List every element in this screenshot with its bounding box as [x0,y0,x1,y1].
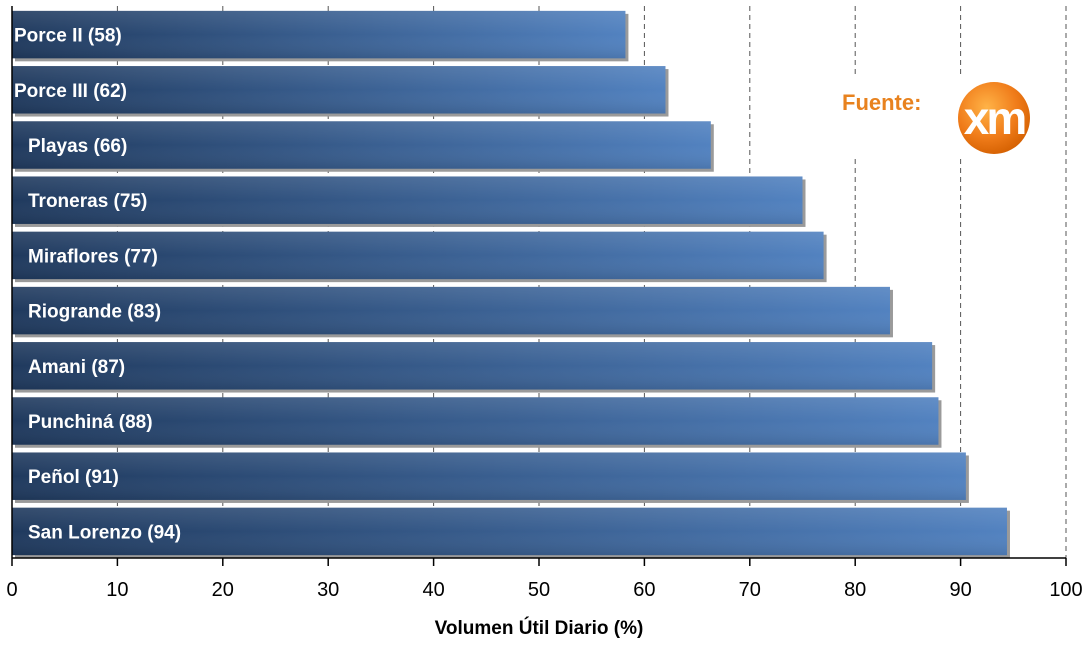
bar-group: Porce II (58) [12,10,629,62]
bar-label: Troneras (75) [28,191,147,212]
bar-highlight [12,10,626,59]
x-tick-label: 70 [739,579,761,601]
bar-label: Miraflores (77) [28,246,158,267]
bars: Porce II (58) Porce III (62) Playas (66) Tr… [12,10,1010,559]
bar-group: San Lorenzo (94) [12,507,1010,559]
bar-label: Amani (87) [28,357,125,378]
bar-label: Porce III (62) [14,81,127,102]
x-tick-label: 40 [422,579,444,601]
x-tick-label: 90 [949,579,971,601]
bar-label: San Lorenzo (94) [28,522,181,543]
bar-label: Porce II (58) [14,26,122,47]
x-tick-label: 0 [6,579,17,601]
bar-label: Playas (66) [28,136,127,157]
bar-label: Punchiná (88) [28,412,153,433]
bar-group: Riogrande (83) [12,286,893,338]
bar-highlight [12,66,666,114]
x-tick-label: 100 [1049,579,1082,601]
bar-highlight [12,397,939,445]
bar-group: Peñol (91) [12,452,969,503]
bar-label: Peñol (91) [28,467,119,488]
x-tick-label: 10 [106,579,128,601]
bar-highlight [12,176,803,224]
bar-group: Porce III (62) [12,66,669,117]
bar-group: Miraflores (77) [12,231,827,283]
x-tick-label: 50 [528,579,550,601]
x-axis: 0 10 20 30 40 50 60 70 80 90 100 [6,6,1083,601]
x-axis-label: Volumen Útil Diario (%) [435,617,644,639]
bar-highlight [12,342,933,390]
bar-group: Amani (87) [12,342,936,393]
bar-group: Punchiná (88) [12,397,942,448]
bar-group: Troneras (75) [12,176,806,227]
xm-logo-icon: xm [958,82,1030,154]
svg-text:xm: xm [964,92,1026,144]
bar-highlight [12,507,1007,556]
bar-label: Riogrande (83) [28,302,161,323]
bar-highlight [12,231,824,280]
source-annotation: Fuente: xm [838,78,1038,158]
source-label: Fuente: [842,90,922,115]
bar-highlight [12,121,711,169]
x-tick-label: 20 [212,579,234,601]
x-tick-label: 80 [844,579,866,601]
bar-group: Playas (66) [12,121,714,172]
x-tick-label: 60 [633,579,655,601]
bar-highlight [12,286,890,335]
bar-highlight [12,452,966,500]
x-tick-label: 30 [317,579,339,601]
